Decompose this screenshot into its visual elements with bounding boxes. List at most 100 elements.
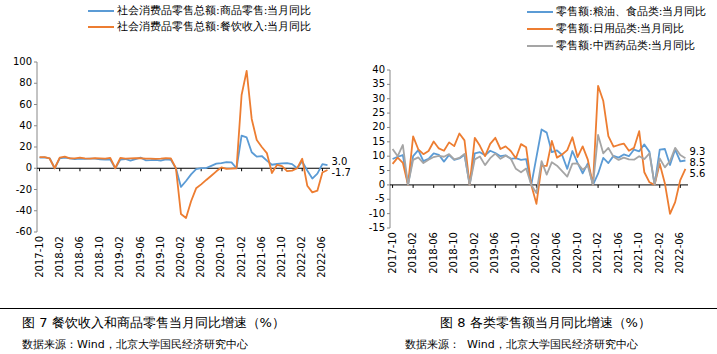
series-line [40,136,328,187]
series-line [393,135,686,193]
x-tick [659,185,660,188]
series-line [40,71,328,218]
chart-0: -60-40-200204060801002017-102018-022018-… [13,4,351,351]
y-tick [387,199,390,200]
x-tick [120,168,121,171]
x-tick-label: 2020-02 [530,232,541,274]
y-tick [387,156,390,157]
annotation: 8.5 [689,157,705,168]
legend-swatch [88,10,114,12]
x-tick-label: 2018-06 [74,236,85,278]
chart-1: -15-10-505101520253035402017-102018-0220… [369,5,707,351]
y-tick-label: 25 [372,107,385,118]
x-tick-label: 2017-10 [34,236,45,278]
x-tick-label: 2020-06 [195,236,206,278]
x-tick [598,185,599,188]
x-tick [261,168,262,171]
y-tick [34,210,37,211]
y-tick-label: 40 [19,120,32,131]
x-tick-label: 2020-10 [215,236,226,278]
source-note: 数据来源： Wind，北京大学国民经济研究中心 [405,338,638,351]
x-tick-label: 2022-06 [316,236,327,278]
x-tick-label: 2019-02 [114,236,125,278]
y-tick-label: 15 [372,136,385,147]
y-tick [387,141,390,142]
legend-label: 零售额:粮油、食品类:当月同比 [556,5,706,18]
x-tick [474,185,475,188]
legend-swatch [527,11,553,13]
y-tick [387,170,390,171]
x-tick [433,185,434,188]
lines [40,71,328,218]
separator [0,308,717,309]
y-tick [34,83,37,84]
y-tick-label: 20 [372,121,385,132]
y-tick [34,62,37,63]
y-tick-label: 60 [19,99,32,110]
x-tick-label: 2022-02 [654,232,665,274]
x-tick [556,185,557,188]
series-line [393,86,686,214]
y-tick-label: 5 [379,165,385,176]
x-tick [39,168,40,171]
x-tick-label: 2019-06 [135,236,146,278]
y-tick [34,232,37,233]
y-tick-label: 30 [372,93,385,104]
x-tick [322,168,323,171]
y-tick [387,113,390,114]
legend-label: 社会消费品零售总额:商品零售:当月同比 [117,4,311,17]
x-tick [618,185,619,188]
y-tick-label: 0 [26,162,32,173]
y-tick-label: 20 [19,141,32,152]
x-tick-label: 2020-10 [572,232,583,274]
x-tick-label: 2019-10 [155,236,166,278]
source-note: 数据来源：Wind，北京大学国民经济研究中心 [22,338,248,351]
x-tick [515,185,516,188]
lines [393,86,686,214]
x-tick-label: 2021-10 [633,232,644,274]
y-tick-label: -60 [16,226,32,237]
x-axis [37,168,330,169]
y-tick-label: -40 [16,205,32,216]
x-tick-label: 2017-10 [387,232,398,274]
x-tick-label: 2021-02 [236,236,247,278]
x-tick-label: 2022-06 [674,232,685,274]
legend-label: 零售额:中西药品类:当月同比 [556,39,695,52]
x-tick [302,168,303,171]
legend-swatch [88,26,114,28]
x-tick [160,168,161,171]
y-tick-label: -15 [369,222,385,233]
chart-title: 图 7 餐饮收入和商品零售当月同比增速（%） [22,315,285,330]
legend-swatch [527,45,553,47]
x-tick-label: 2020-02 [175,236,186,278]
y-tick [387,184,390,185]
x-tick-label: 2019-10 [510,232,521,274]
y-tick-label: 80 [19,77,32,88]
y-tick [34,104,37,105]
y-tick-label: 100 [13,56,32,67]
x-tick [180,168,181,171]
y-tick-label: 35 [372,78,385,89]
y-tick [34,189,37,190]
x-tick-label: 2018-02 [54,236,65,278]
annotation: 3.0 [331,156,347,167]
x-tick [454,185,455,188]
x-tick-label: 2018-06 [428,232,439,274]
x-tick-label: 2021-10 [276,236,287,278]
legend-swatch [527,28,553,30]
annotation: 9.3 [689,146,705,157]
x-tick [79,168,80,171]
x-tick [100,168,101,171]
x-tick [639,185,640,188]
y-tick [387,84,390,85]
x-tick [282,168,283,171]
x-tick-label: 2021-06 [256,236,267,278]
y-tick-label: 10 [372,150,385,161]
x-tick [392,185,393,188]
legend-label: 社会消费品零售总额:餐饮收入:当月同比 [117,20,311,33]
y-tick-label: -5 [375,193,385,204]
x-tick-label: 2018-10 [448,232,459,274]
y-tick-label: 0 [379,179,385,190]
legend-label: 零售额:日用品类:当月同比 [556,22,684,35]
y-tick [34,168,37,169]
